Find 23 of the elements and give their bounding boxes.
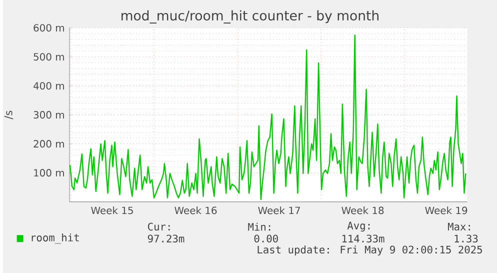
x-tick-label: Week 19 xyxy=(425,206,468,214)
y-tick-label: 500 m xyxy=(34,52,64,60)
y-tick-label: 200 m xyxy=(34,140,64,148)
text: Avg: xyxy=(347,222,370,232)
x-tick-label: Week 17 xyxy=(258,206,300,214)
text: 0.00 xyxy=(254,234,278,242)
text: 97.23m xyxy=(148,234,184,242)
x-tick-label: Week 15 xyxy=(91,206,133,214)
y-tick-label: 100 m xyxy=(34,168,64,176)
chart-title: mod_muc/room_hit counter - by month xyxy=(122,10,378,24)
text: Last update: Fri May 9 02:00:15 2025 xyxy=(258,245,482,256)
text: 114.33m xyxy=(342,234,384,242)
text: 1.33 xyxy=(454,234,478,242)
x-tick-label: Week 18 xyxy=(342,206,384,214)
legend-label: room_hit xyxy=(32,233,79,244)
x-tick-label: Week 16 xyxy=(174,206,217,214)
text: Min: xyxy=(248,222,270,230)
text: Max: xyxy=(448,222,470,230)
y-tick-label: 400 m xyxy=(33,82,64,90)
y-tick-label: 300 m xyxy=(34,110,64,118)
y-tick-label: 600 m xyxy=(34,24,64,32)
text: Cur: xyxy=(148,222,170,230)
y-axis-title: /s xyxy=(4,110,14,120)
